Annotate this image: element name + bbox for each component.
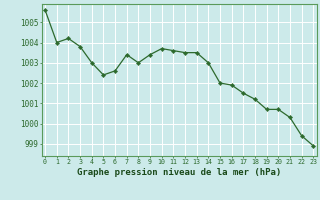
X-axis label: Graphe pression niveau de la mer (hPa): Graphe pression niveau de la mer (hPa) (77, 168, 281, 177)
